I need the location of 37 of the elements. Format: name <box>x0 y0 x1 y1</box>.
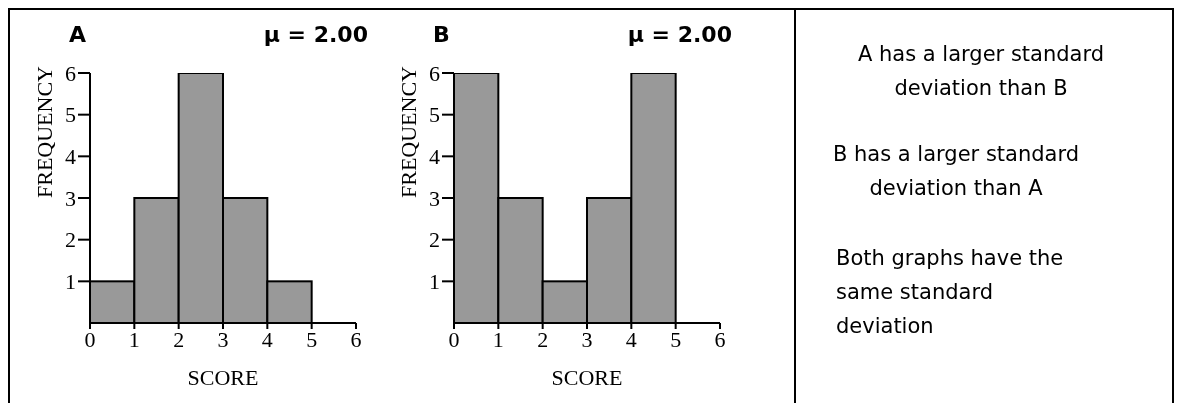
chart-title: A <box>69 22 87 47</box>
text: B has a larger standard deviation than A <box>831 141 1081 202</box>
y-tick-label: 3 <box>429 185 440 211</box>
x-tick-label: 4 <box>625 326 637 352</box>
y-tick-label: 3 <box>65 185 76 211</box>
x-tick-label: 6 <box>714 326 726 352</box>
y-tick-label: 2 <box>429 227 440 253</box>
y-axis-title: FREQUENCY <box>31 65 57 198</box>
y-tick-label: 5 <box>65 102 76 128</box>
x-tick-label: 0 <box>448 326 460 352</box>
y-axis-title: FREQUENCY <box>395 65 421 198</box>
x-tick-label: 1 <box>492 326 504 352</box>
y-tick-label: 2 <box>65 227 76 253</box>
x-tick-label: 2 <box>537 326 549 352</box>
x-tick-label: 2 <box>173 326 185 352</box>
y-tick-label: 6 <box>429 60 440 86</box>
y-tick-label: 4 <box>65 144 76 170</box>
y-tick-label: 6 <box>65 60 76 86</box>
x-tick-label: 4 <box>261 326 273 352</box>
chart-subtitle: μ = 2.00 <box>263 22 368 47</box>
chart-subtitle: μ = 2.00 <box>627 22 732 47</box>
x-tick-label: 5 <box>306 326 318 352</box>
text: Both graphs have the same standard deviation <box>836 245 1065 340</box>
x-tick-label: 6 <box>350 326 362 352</box>
x-tick-label: 1 <box>128 326 140 352</box>
x-tick-label: 5 <box>670 326 682 352</box>
y-tick-label: 1 <box>429 269 440 295</box>
chart-title: B <box>433 22 450 47</box>
y-tick-label: 4 <box>429 144 440 170</box>
y-tick-label: 5 <box>429 102 440 128</box>
x-tick-label: 0 <box>84 326 96 352</box>
text: A has a larger standard deviation than B <box>856 41 1106 102</box>
x-axis-title: SCORE <box>187 365 259 390</box>
x-axis-title: SCORE <box>551 365 623 390</box>
x-tick-label: 3 <box>581 326 593 352</box>
y-tick-label: 1 <box>65 269 76 295</box>
x-tick-label: 3 <box>217 326 229 352</box>
